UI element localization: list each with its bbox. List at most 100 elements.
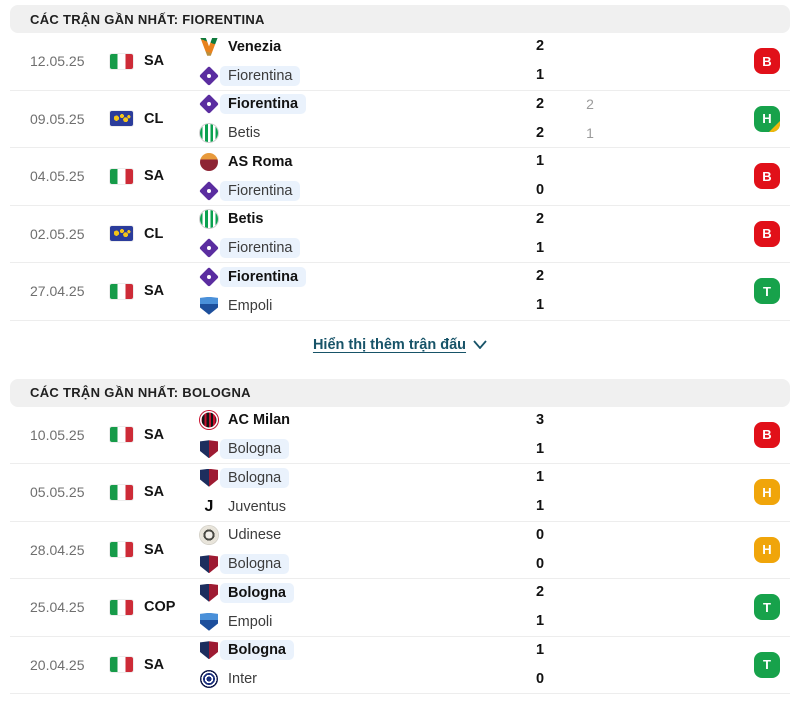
match-row[interactable]: 20.04.25 SA Bologna Inter 1 0 T: [10, 636, 790, 694]
match-row[interactable]: 02.05.25 CL Betis Fiorentina 2 1 B: [10, 205, 790, 263]
teams: AC Milan Bologna: [200, 410, 510, 460]
result-badge: T: [754, 278, 780, 305]
show-more-link[interactable]: Hiển thị thêm trận đấu: [313, 337, 487, 353]
match-date: 05.05.25: [30, 484, 85, 501]
team-name: AS Roma: [228, 153, 293, 170]
penalty-score-column: [570, 467, 610, 517]
score-column: 2 1: [510, 582, 570, 632]
team-name: Bologna: [220, 439, 290, 460]
team-name: Inter: [228, 671, 258, 688]
home-pen-score: [570, 36, 610, 57]
match-row[interactable]: 27.04.25 SA Fiorentina Empoli 2 1 T: [10, 263, 790, 321]
away-team: Inter: [200, 669, 510, 690]
away-pen-score: [570, 496, 610, 517]
league-flag-icon: [110, 53, 133, 69]
result-badge: H: [754, 105, 780, 132]
home-score: 1: [535, 469, 545, 486]
league-flag-icon: [110, 484, 133, 500]
away-team: Bologna: [200, 554, 510, 575]
team-name: Bologna: [220, 640, 294, 661]
home-pen-score: [570, 410, 610, 431]
league-code: SA: [144, 426, 165, 443]
score-column: 2 1: [510, 209, 570, 259]
teams: AS Roma Fiorentina: [200, 151, 510, 201]
league-code: SA: [144, 283, 165, 300]
away-pen-score: [570, 238, 610, 259]
penalty-score-column: [570, 266, 610, 316]
score-column: 1 0: [510, 151, 570, 201]
home-score: 2: [535, 584, 545, 601]
team-name: Venezia: [228, 38, 282, 55]
fiorentina-match-list: 12.05.25 SA Venezia Fiorentina 2 1 B 09.…: [0, 33, 800, 321]
team-logo-icon: [200, 555, 218, 574]
teams: Udinese Bologna: [200, 525, 510, 575]
score-column: 2 1: [510, 36, 570, 86]
score-column: 2 1: [510, 266, 570, 316]
team-name: Betis: [228, 211, 264, 228]
away-pen-score: [570, 669, 610, 690]
away-score: 0: [535, 555, 545, 572]
score-column: 2 2: [510, 94, 570, 144]
team-name: Bologna: [220, 582, 294, 603]
result-badge: T: [754, 594, 780, 621]
team-name: Fiorentina: [220, 238, 301, 259]
home-pen-score: [570, 151, 610, 172]
league-code: SA: [144, 53, 165, 70]
home-score: 2: [535, 38, 545, 55]
teams: Betis Fiorentina: [200, 209, 510, 259]
team-name: Fiorentina: [220, 94, 307, 115]
team-logo-icon: [200, 152, 218, 171]
penalty-score-column: [570, 36, 610, 86]
match-date: 20.04.25: [30, 656, 85, 673]
away-team: Empoli: [200, 295, 510, 316]
home-score: 1: [535, 641, 545, 658]
penalty-score-column: [570, 582, 610, 632]
score-column: 1 1: [510, 467, 570, 517]
league-code: SA: [144, 168, 165, 185]
league-flag-icon: [110, 226, 133, 242]
league-flag-icon: [110, 111, 133, 127]
match-date: 28.04.25: [30, 541, 85, 558]
penalty-score-column: [570, 525, 610, 575]
away-pen-score: [570, 439, 610, 460]
league-code: CL: [144, 110, 164, 127]
teams: Venezia Fiorentina: [200, 36, 510, 86]
section-header-bologna: CÁC TRẬN GẦN NHẤT: BOLOGNA: [10, 378, 790, 407]
match-row[interactable]: 05.05.25 SA Bologna Juventus 1 1 H: [10, 464, 790, 522]
match-row[interactable]: 09.05.25 CL Fiorentina Betis 2 2 2 1 H: [10, 90, 790, 148]
team-logo-icon: [200, 468, 218, 487]
home-team: Venezia: [200, 36, 510, 57]
match-row[interactable]: 04.05.25 SA AS Roma Fiorentina 1 0 B: [10, 148, 790, 206]
match-row[interactable]: 12.05.25 SA Venezia Fiorentina 2 1 B: [10, 33, 790, 91]
teams: Bologna Inter: [200, 640, 510, 690]
team-name: Betis: [228, 125, 261, 142]
away-pen-score: 1: [586, 124, 594, 141]
league-flag-icon: [110, 283, 133, 299]
team-name: Fiorentina: [220, 65, 301, 86]
team-logo-icon: [200, 440, 218, 459]
match-row[interactable]: 25.04.25 COP Bologna Empoli 2 1 T: [10, 579, 790, 637]
away-team: Empoli: [200, 611, 510, 632]
match-date: 10.05.25: [30, 426, 85, 443]
team-name: Bologna: [220, 554, 290, 575]
show-more-wrap: Hiển thị thêm trận đấu: [0, 321, 800, 369]
home-team: AS Roma: [200, 151, 510, 172]
result-badge: B: [754, 163, 780, 190]
home-score: 2: [535, 268, 545, 285]
match-row[interactable]: 28.04.25 SA Udinese Bologna 0 0 H: [10, 521, 790, 579]
team-name: Fiorentina: [220, 266, 307, 287]
show-more-label: Hiển thị thêm trận đấu: [312, 336, 467, 353]
away-team: Betis: [200, 123, 510, 144]
home-pen-score: 2: [586, 95, 594, 112]
away-score: 0: [535, 670, 545, 687]
penalty-score-column: [570, 640, 610, 690]
team-logo-icon: [200, 612, 218, 631]
teams: Bologna Empoli: [200, 582, 510, 632]
team-name: Bologna: [220, 467, 290, 488]
team-name: Fiorentina: [220, 180, 301, 201]
team-logo-icon: [200, 411, 218, 430]
away-score: 1: [535, 297, 545, 314]
match-row[interactable]: 10.05.25 SA AC Milan Bologna 3 1 B: [10, 406, 790, 464]
away-pen-score: [570, 611, 610, 632]
home-score: 3: [535, 411, 545, 428]
